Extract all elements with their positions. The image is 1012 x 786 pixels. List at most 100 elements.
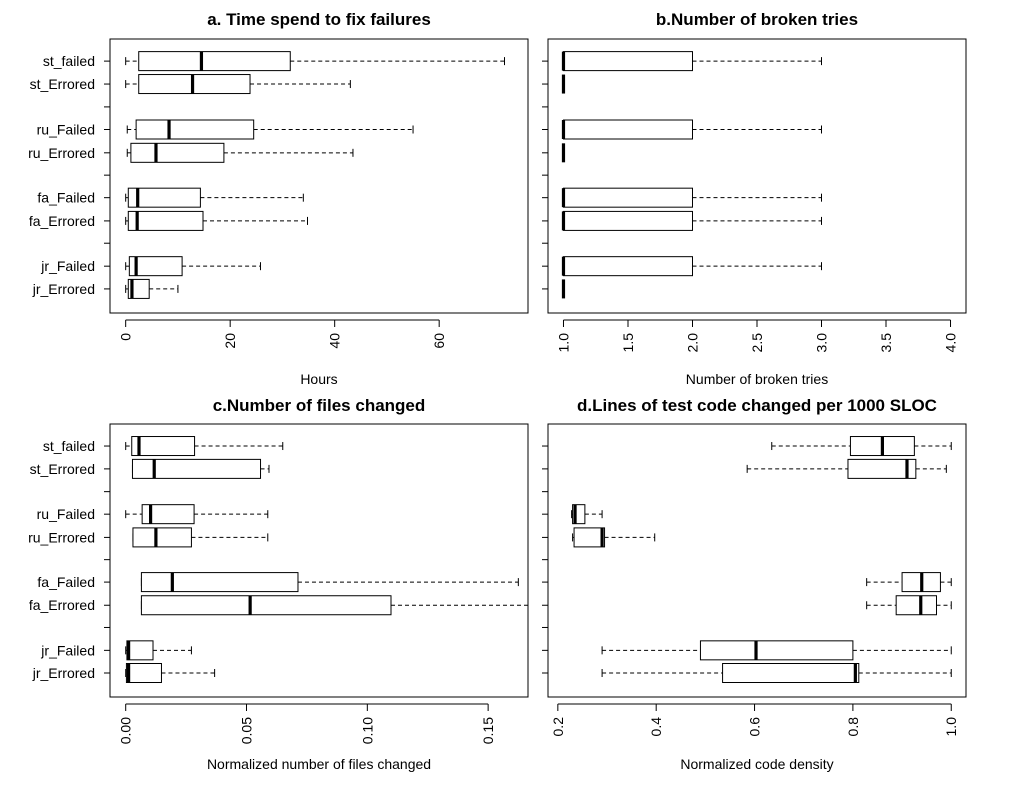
x-tick-label: 0.10 <box>359 717 375 744</box>
category-label: jr_Errored <box>32 665 95 681</box>
category-label: st_failed <box>43 438 95 454</box>
box-jr_Errored <box>125 663 216 684</box>
iqr-box <box>132 527 192 548</box>
iqr-box <box>847 458 917 479</box>
box-st_failed <box>125 436 284 457</box>
plot-frame <box>109 38 529 314</box>
panel-title: d.Lines of test code changed per 1000 SL… <box>577 396 937 415</box>
category-label: fa_Errored <box>29 213 95 229</box>
box-ru_Failed <box>125 504 269 525</box>
box-fa_Errored <box>125 210 309 231</box>
category-label: ru_Errored <box>28 145 95 161</box>
iqr-box <box>562 119 693 140</box>
x-axis-label: Hours <box>300 371 337 387</box>
x-tick-label: 0.2 <box>550 717 566 737</box>
category-label: jr_Failed <box>40 258 95 274</box>
box-fa_Errored <box>866 595 952 616</box>
plot-frame <box>547 423 967 698</box>
panel-c: c.Number of files changed st_failed st_Err… <box>28 396 529 772</box>
x-tick-label: 1.0 <box>943 717 959 737</box>
box-st_Errored <box>131 458 270 479</box>
x-tick-label: 0.4 <box>648 717 664 737</box>
iqr-box <box>126 640 154 661</box>
box-ru_Errored <box>572 527 656 548</box>
category-label: ru_Failed <box>37 122 95 138</box>
iqr-box <box>141 504 195 525</box>
panel-d: d.Lines of test code changed per 1000 SL… <box>542 396 967 772</box>
iqr-box <box>135 119 255 140</box>
category-label: fa_Failed <box>37 574 95 590</box>
x-tick-label: 20 <box>222 333 238 349</box>
panel-title: b.Number of broken tries <box>656 10 858 29</box>
x-tick-label: 4.0 <box>943 333 959 353</box>
iqr-box <box>140 595 392 616</box>
iqr-box <box>127 187 201 208</box>
category-label: jr_Errored <box>32 281 95 297</box>
x-axis-label: Normalized number of files changed <box>207 756 431 772</box>
box-fa_Failed <box>125 187 304 208</box>
box-st_failed <box>125 51 505 72</box>
category-label: st_failed <box>43 53 95 69</box>
box-jr_Failed <box>561 256 823 277</box>
box-ru_Errored <box>126 142 354 163</box>
box-fa_Errored <box>140 595 529 616</box>
box-jr_Errored <box>601 663 952 684</box>
iqr-box <box>130 142 225 163</box>
x-tick-label: 0.00 <box>118 717 134 744</box>
box-ru_Failed <box>126 119 414 140</box>
iqr-box <box>699 640 854 661</box>
category-label: st_Errored <box>30 76 95 92</box>
x-tick-label: 0.8 <box>845 717 861 737</box>
iqr-box <box>562 256 693 277</box>
panel-title: c.Number of files changed <box>213 396 426 415</box>
box-fa_Failed <box>140 572 519 593</box>
box-jr_Failed <box>601 640 952 661</box>
box-fa_Failed <box>561 187 823 208</box>
box-jr_Failed <box>125 640 192 661</box>
category-label: ru_Failed <box>37 506 95 522</box>
iqr-box <box>722 663 860 684</box>
box-ru_Errored <box>132 527 269 548</box>
box-fa_Failed <box>866 572 952 593</box>
x-tick-label: 0.15 <box>480 717 496 744</box>
x-tick-label: 3.0 <box>814 333 830 353</box>
iqr-box <box>128 256 183 277</box>
iqr-box <box>573 527 606 548</box>
box-st_failed <box>561 51 823 72</box>
iqr-box <box>131 458 262 479</box>
category-label: ru_Errored <box>28 529 95 545</box>
category-label: jr_Failed <box>40 642 95 658</box>
panel-title: a. Time spend to fix failures <box>207 10 431 29</box>
category-label: fa_Errored <box>29 597 95 613</box>
x-tick-label: 1.5 <box>620 333 636 353</box>
box-st_failed <box>771 436 952 457</box>
iqr-box <box>127 210 204 231</box>
box-st_Errored <box>746 458 947 479</box>
box-ru_Failed <box>561 119 823 140</box>
x-tick-label: 1.0 <box>555 333 571 353</box>
x-tick-label: 0.6 <box>747 717 763 737</box>
x-tick-label: 0 <box>118 333 134 341</box>
x-tick-label: 3.5 <box>878 333 894 353</box>
iqr-box <box>138 74 251 95</box>
x-axis-label: Normalized code density <box>680 756 833 772</box>
iqr-box <box>131 436 196 457</box>
box-ru_Failed <box>571 504 603 525</box>
iqr-box <box>562 187 693 208</box>
x-tick-label: 2.0 <box>684 333 700 353</box>
iqr-box <box>562 51 693 72</box>
iqr-box <box>140 572 299 593</box>
x-tick-label: 40 <box>327 333 343 349</box>
category-label: st_Errored <box>30 461 95 477</box>
x-tick-label: 60 <box>431 333 447 349</box>
box-fa_Errored <box>561 210 823 231</box>
iqr-box <box>562 210 693 231</box>
panel-a: a. Time spend to fix failures st_failedst… <box>28 10 529 387</box>
plot-frame <box>109 423 529 698</box>
x-axis-label: Number of broken tries <box>686 371 828 387</box>
iqr-box <box>895 595 937 616</box>
plot-frame <box>547 38 967 314</box>
iqr-box <box>138 51 291 72</box>
iqr-box <box>125 663 162 684</box>
